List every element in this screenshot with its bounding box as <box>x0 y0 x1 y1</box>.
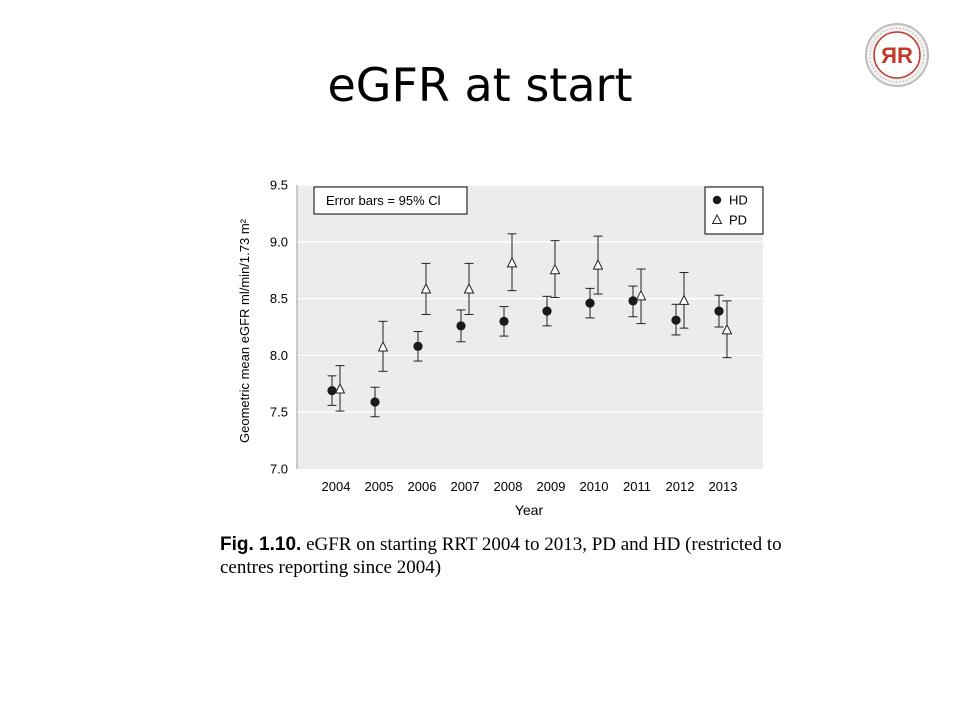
renal-registry-logo-icon: ЯR <box>865 23 929 87</box>
data-point-pd <box>592 259 604 270</box>
x-tick-label: 2010 <box>580 479 609 494</box>
x-tick-label: 2004 <box>322 479 351 494</box>
data-point-pd <box>549 263 561 275</box>
data-point-pd <box>721 323 733 335</box>
x-tick-label: 2008 <box>494 479 523 494</box>
logo-letters: ЯR <box>881 43 913 68</box>
data-point-hd <box>542 306 552 316</box>
y-tick-label: 7.5 <box>270 405 288 420</box>
figure-caption: Fig. 1.10. eGFR on starting RRT 2004 to … <box>220 533 790 579</box>
legend: HD PD <box>704 186 764 235</box>
plot-area <box>297 185 763 469</box>
data-point-hd <box>628 296 638 306</box>
data-point-hd <box>456 321 466 331</box>
x-tick-label: 2007 <box>451 479 480 494</box>
y-axis-label: Geometric mean eGFR ml/min/1.73 m² <box>237 218 252 443</box>
y-tick-label: 9.5 <box>270 178 288 193</box>
data-point-pd <box>334 382 346 394</box>
data-point-hd <box>499 316 509 326</box>
y-tick-label: 7.0 <box>270 462 288 477</box>
x-tick-label: 2013 <box>709 479 738 494</box>
x-tick-label: 2006 <box>408 479 437 494</box>
y-tick-label: 8.0 <box>270 348 288 363</box>
data-point-pd <box>635 289 647 301</box>
x-tick-label: 2009 <box>537 479 566 494</box>
slide-title: eGFR at start <box>327 58 633 112</box>
legend-label: PD <box>729 213 747 228</box>
x-axis-label: Year <box>515 502 544 518</box>
legend-box <box>704 186 764 235</box>
data-point-hd <box>585 298 595 308</box>
caption-figure-label: Fig. 1.10. <box>220 534 302 555</box>
x-tick-labels: 2004 2005 2006 2007 2008 2009 2010 2011 2012 2013 <box>322 479 738 494</box>
x-tick-label: 2005 <box>365 479 394 494</box>
data-point-pd <box>420 282 432 294</box>
legend-label: HD <box>729 193 748 208</box>
data-point-hd <box>413 341 423 351</box>
x-tick-label: 2011 <box>623 479 651 494</box>
y-tick-label: 8.5 <box>270 291 288 306</box>
data-point-pd <box>463 282 475 294</box>
annotation-box: Error bars = 95% Cl <box>313 186 468 215</box>
caption-text: eGFR on starting RRT 2004 to 2013, PD an… <box>220 534 782 578</box>
data-point-hd <box>327 386 337 396</box>
data-markers <box>327 256 733 407</box>
data-point-hd <box>714 306 724 316</box>
legend-marker-hd <box>712 195 722 205</box>
y-tick-labels: 7.0 7.5 8.0 8.5 9.0 9.5 <box>270 178 288 477</box>
egfr-chart: 7.07.58.08.59.09.5 2004 2005 2006 2007 2008 2… <box>237 178 764 518</box>
annotation-text: Error bars = 95% Cl <box>326 193 441 208</box>
data-point-pd <box>377 340 389 352</box>
x-tick-label: 2012 <box>666 479 695 494</box>
data-point-hd <box>370 397 380 407</box>
legend-marker-pd <box>711 213 723 224</box>
data-point-pd <box>506 256 518 268</box>
data-point-hd <box>671 315 681 325</box>
y-tick-label: 9.0 <box>270 234 288 249</box>
data-point-pd <box>678 294 690 305</box>
